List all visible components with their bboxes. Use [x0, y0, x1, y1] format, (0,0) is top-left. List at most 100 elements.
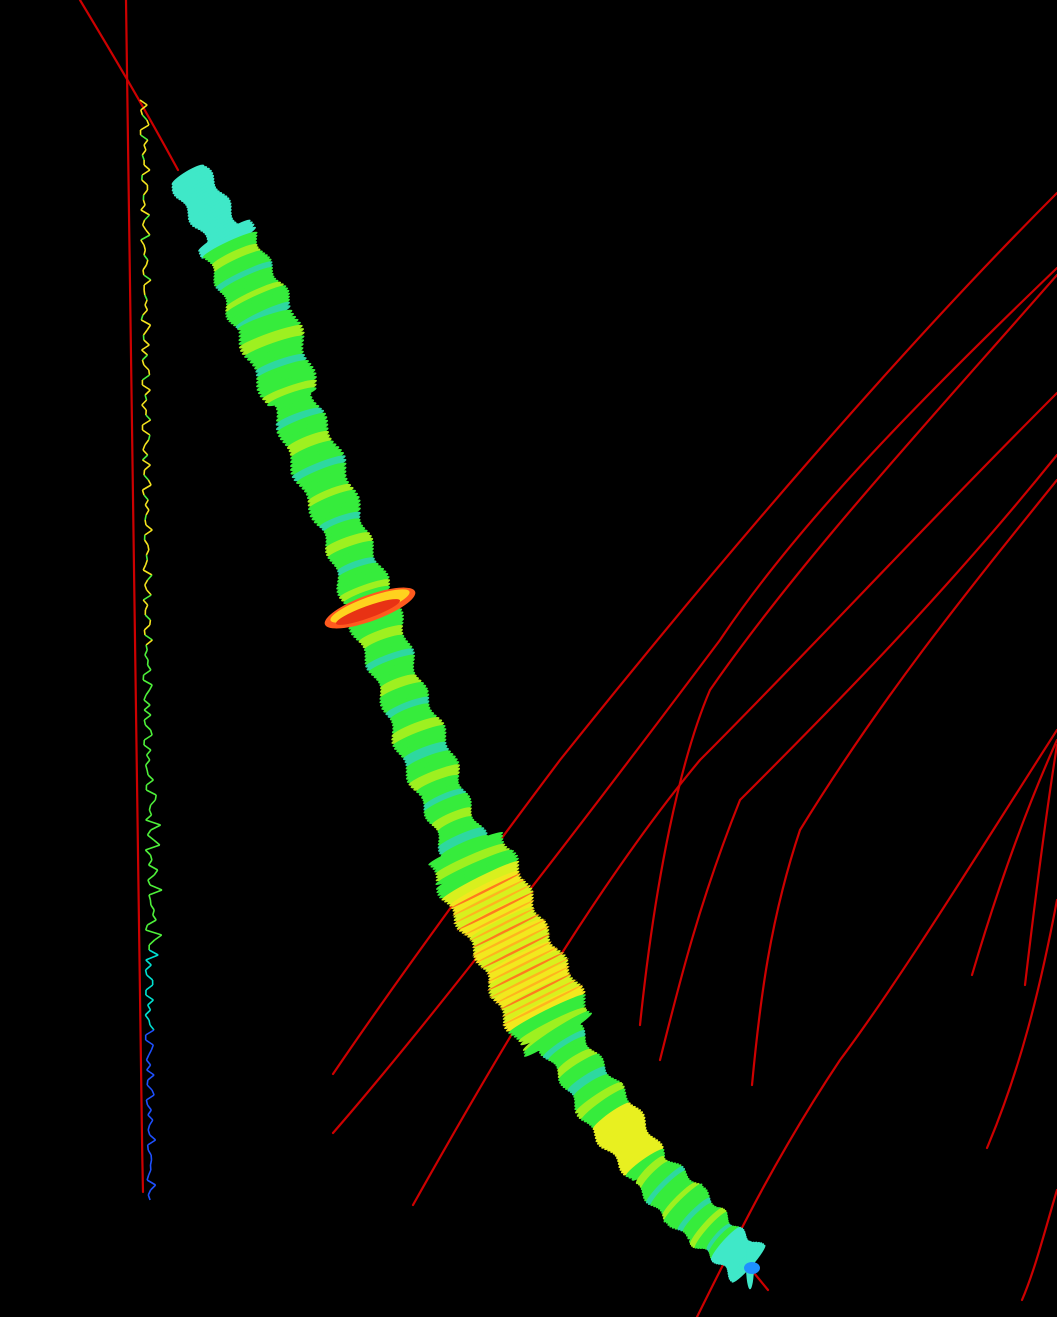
log-trace-segment	[148, 1049, 153, 1056]
log-trace-segment	[140, 134, 149, 141]
log-trace-segment	[140, 204, 146, 211]
log-trace-segment	[141, 344, 150, 351]
log-trace-segment	[142, 444, 146, 451]
log-trace-segment	[147, 1139, 157, 1146]
log-trace-segment	[145, 929, 162, 936]
log-trace-segment	[141, 384, 151, 391]
log-trace-segment	[145, 844, 161, 851]
log-trace-segment	[145, 1039, 154, 1046]
log-trace-segment	[141, 354, 149, 361]
log-trace-segment	[141, 349, 149, 356]
log-trace-segment	[150, 1044, 155, 1051]
log-trace-segment	[143, 539, 149, 546]
log-trace-segment	[144, 634, 153, 641]
log-trace-segment	[148, 939, 156, 946]
well-trajectory[interactable]	[985, 898, 1057, 1150]
log-trace-segment	[148, 1119, 154, 1126]
log-trace-segment	[143, 244, 147, 251]
log-trace-segment	[143, 139, 149, 146]
log-trace-segment	[143, 719, 147, 726]
log-trace-segment	[145, 749, 152, 756]
well-trajectory[interactable]	[331, 266, 1057, 1135]
log-ring-highlight	[487, 947, 558, 983]
log-trace-segment	[147, 1124, 151, 1131]
log-trace-segment	[143, 709, 152, 716]
log-trace-segment	[147, 999, 154, 1006]
well-trajectory[interactable]	[331, 191, 1057, 1076]
log-trace-segment	[145, 754, 151, 761]
log-trace-segment	[142, 569, 153, 576]
log-trace-segment	[148, 369, 151, 376]
log-trace-segment	[145, 229, 151, 236]
log-trace-segment	[150, 1184, 157, 1191]
log-trace-segment	[143, 469, 146, 476]
log-trace-segment	[144, 514, 147, 521]
log-trace-segment	[140, 314, 144, 321]
well-trajectory[interactable]	[638, 273, 1057, 1027]
main-well-log-tube[interactable]	[170, 162, 769, 1290]
log-trace-segment	[150, 824, 161, 831]
well-trajectory[interactable]	[1023, 743, 1057, 987]
log-trace-segment	[153, 839, 161, 846]
log-trace-segment	[145, 954, 159, 961]
log-trace-segment	[147, 834, 155, 841]
well-trajectory[interactable]	[750, 478, 1057, 1087]
log-trace-segment	[140, 109, 144, 116]
log-ring-highlight	[489, 958, 569, 999]
log-trace-segment	[147, 544, 150, 551]
log-ring-highlight	[471, 914, 540, 949]
log-trace-segment	[150, 904, 155, 911]
log-trace-segment	[145, 964, 152, 971]
log-trace-segment	[142, 564, 147, 571]
log-trace-segment	[147, 434, 151, 441]
log-trace-segment	[143, 694, 147, 701]
log-trace-segment	[149, 854, 153, 861]
log-trace-segment	[144, 604, 149, 611]
log-trace-segment	[154, 934, 163, 941]
log-trace-segment	[143, 339, 150, 346]
log-trace-segment	[145, 1029, 155, 1036]
log-trace-segment	[147, 1114, 154, 1121]
log-trace-segment	[141, 114, 148, 121]
log-ring-highlight	[463, 899, 535, 936]
log-trace-segment	[144, 614, 151, 621]
log-trace-segment	[143, 624, 151, 631]
log-trace-segment	[142, 484, 152, 491]
well-trajectory[interactable]	[970, 738, 1057, 977]
log-trace-segment	[146, 769, 149, 776]
log-trace-segment	[142, 459, 151, 466]
log-trace-segment	[148, 804, 152, 811]
log-trace-segment	[140, 209, 150, 216]
log-trace-segment	[140, 239, 145, 246]
log-trace-segment	[148, 949, 159, 956]
log-trace-segment	[149, 1159, 153, 1166]
log-trace-segment	[145, 644, 148, 651]
vertical-well-trajectory[interactable]	[124, 0, 145, 1194]
log-trace-segment	[146, 1104, 152, 1111]
log-trace-segment	[143, 714, 152, 721]
log-trace-segment	[142, 264, 148, 271]
log-ring-highlight	[456, 891, 535, 931]
log-trace-segment	[147, 1004, 152, 1011]
well-trajectory[interactable]	[411, 391, 1057, 1207]
well-trajectories-right	[331, 191, 1057, 1317]
log-trace-segment	[146, 1179, 157, 1186]
well-trajectory[interactable]	[695, 728, 1057, 1317]
log-curve-trace	[139, 99, 163, 1201]
log-trace-segment	[145, 689, 151, 696]
log-ring-highlight	[500, 973, 572, 1010]
log-trace-segment	[141, 454, 149, 461]
main-well-upper-trajectory[interactable]	[78, 0, 180, 172]
log-ring-highlight	[469, 907, 535, 941]
log-trace-segment	[145, 524, 153, 531]
log-trace-segment	[144, 519, 147, 526]
well-trajectory[interactable]	[658, 453, 1057, 1062]
well-trajectory[interactable]	[1020, 1188, 1057, 1302]
log-trace-segment	[144, 214, 151, 221]
log-trace-segment	[145, 959, 152, 966]
log-trace-segment	[144, 584, 148, 591]
log-trace-segment	[144, 394, 148, 401]
red-flange-zone[interactable]	[320, 579, 419, 636]
